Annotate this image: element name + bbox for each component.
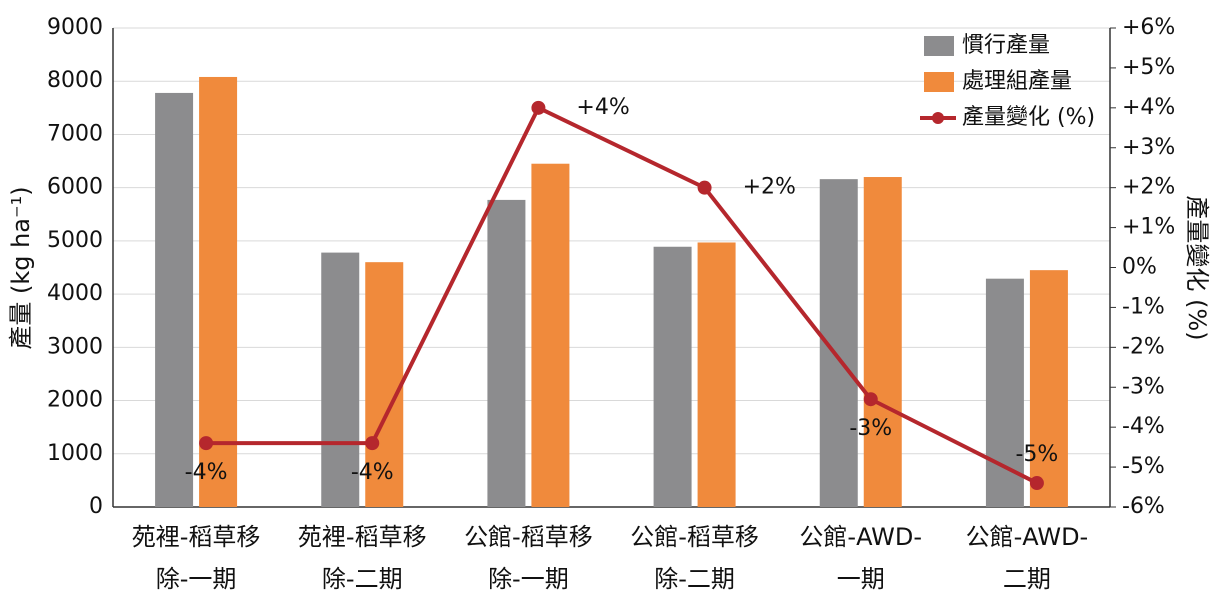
y2-tick-label: -4%: [1122, 414, 1165, 439]
y2-axis-label: 產量變化 (%): [1183, 195, 1211, 340]
line-point: [863, 392, 878, 407]
y-tick-label: 7000: [47, 121, 103, 146]
bar: [199, 76, 238, 507]
bar: [653, 246, 692, 507]
data-label: -4%: [351, 460, 394, 485]
line-point: [697, 180, 712, 195]
y2-tick-label: +2%: [1122, 175, 1175, 200]
bar: [365, 262, 404, 507]
legend-label: 處理組產量: [962, 69, 1072, 94]
y2-tick-label: -3%: [1122, 374, 1165, 399]
legend-label: 慣行產量: [962, 33, 1050, 58]
y2-tick-label: +1%: [1122, 215, 1175, 240]
line-point: [531, 100, 546, 115]
y2-tick-label: -1%: [1122, 294, 1165, 319]
y2-tick-label: +3%: [1122, 135, 1175, 160]
data-label: +2%: [743, 175, 796, 200]
bar: [531, 163, 570, 507]
y2-tick-label: +4%: [1122, 95, 1175, 120]
legend-label: 產量變化 (%): [962, 105, 1095, 130]
y2-tick-label: +6%: [1122, 15, 1175, 40]
x-tick-label: 苑裡-稻草移除-一期: [131, 523, 261, 593]
y-tick-label: 9000: [47, 15, 103, 40]
x-tick-label: 公館-稻草移除-一期: [464, 523, 593, 593]
y2-tick-label: -2%: [1122, 334, 1165, 359]
bar: [697, 242, 736, 508]
y-tick-label: 1000: [47, 441, 103, 466]
y-tick-label: 0: [89, 494, 103, 519]
y2-tick-label: -5%: [1122, 454, 1165, 479]
line-point: [1029, 476, 1044, 491]
y-tick-label: 3000: [47, 334, 103, 359]
y2-tick-label: -6%: [1122, 494, 1165, 519]
bar: [863, 177, 902, 507]
x-tick-label: 公館-AWD-一期: [799, 523, 923, 593]
legend-swatch: [924, 36, 954, 56]
y2-tick-label: +5%: [1122, 55, 1175, 80]
line-point: [365, 436, 380, 451]
legend-swatch: [932, 112, 944, 124]
y-tick-label: 8000: [47, 68, 103, 93]
data-label: -3%: [849, 416, 892, 441]
bar: [321, 252, 360, 507]
x-tick-label: 公館-AWD-二期: [965, 523, 1089, 593]
y-axis-label: 產量 (kg ha⁻¹): [7, 186, 35, 349]
data-label: -4%: [185, 460, 228, 485]
y2-tick-label: 0%: [1122, 255, 1157, 280]
line: [206, 105, 1038, 485]
data-label: +4%: [576, 95, 629, 120]
y-tick-label: 4000: [47, 281, 103, 306]
x-tick-label: 公館-稻草移除-二期: [630, 523, 759, 593]
y-tick-label: 6000: [47, 175, 103, 200]
line-point: [199, 436, 214, 451]
bar: [1029, 270, 1068, 507]
y-tick-label: 5000: [47, 228, 103, 253]
bar: [155, 92, 194, 507]
data-label: -5%: [1015, 442, 1058, 467]
bar: [487, 199, 526, 507]
x-tick-label: 苑裡-稻草移除-二期: [297, 523, 427, 593]
legend-swatch: [924, 72, 954, 92]
y-tick-label: 2000: [47, 388, 103, 413]
